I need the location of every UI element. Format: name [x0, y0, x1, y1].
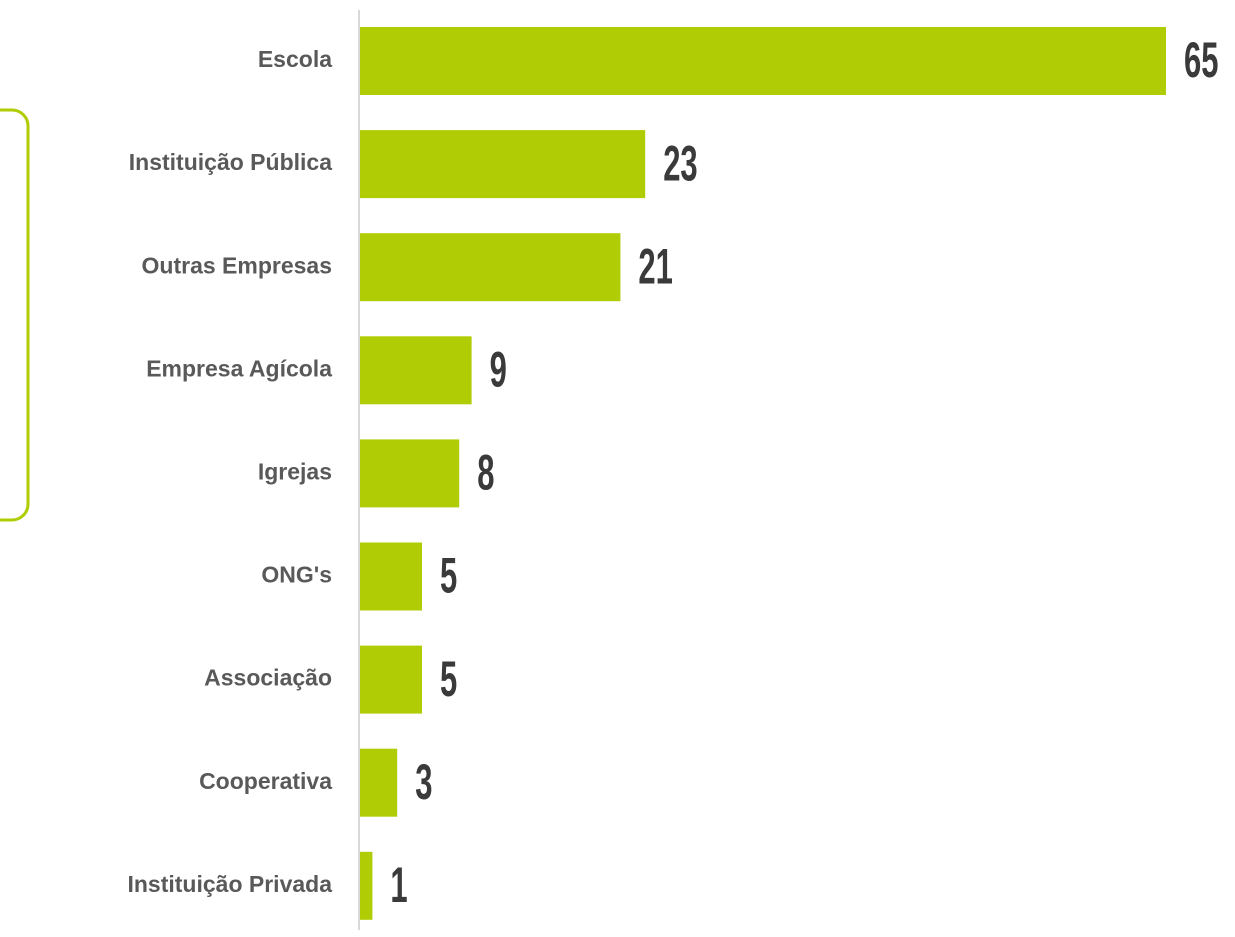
value-label: 5	[440, 650, 457, 706]
bar	[360, 336, 472, 405]
value-label: 65	[1184, 32, 1218, 88]
value-label: 21	[638, 238, 672, 294]
value-label: 3	[415, 753, 432, 809]
decorative-frame	[0, 108, 30, 522]
value-label: 9	[490, 341, 507, 397]
category-label: Instituição Pública	[129, 149, 332, 175]
category-label: Igrejas	[258, 458, 332, 484]
category-label: Outras Empresas	[142, 252, 332, 278]
bar	[360, 645, 422, 714]
value-label: 1	[390, 856, 407, 912]
category-label: Associação	[204, 665, 332, 691]
bar	[360, 130, 646, 199]
value-label: 23	[663, 135, 697, 191]
value-label: 8	[477, 444, 494, 500]
bar	[360, 233, 621, 302]
bar	[360, 748, 398, 817]
bar	[360, 439, 460, 508]
bar	[360, 542, 422, 611]
category-label: Instituição Privada	[127, 871, 332, 897]
value-label: 5	[440, 547, 457, 603]
category-label: ONG's	[261, 562, 332, 588]
category-label: Empresa Agícola	[146, 355, 332, 381]
category-label: Escola	[258, 46, 332, 72]
bar	[360, 27, 1166, 95]
bar	[360, 851, 373, 920]
category-label: Cooperativa	[199, 768, 332, 794]
